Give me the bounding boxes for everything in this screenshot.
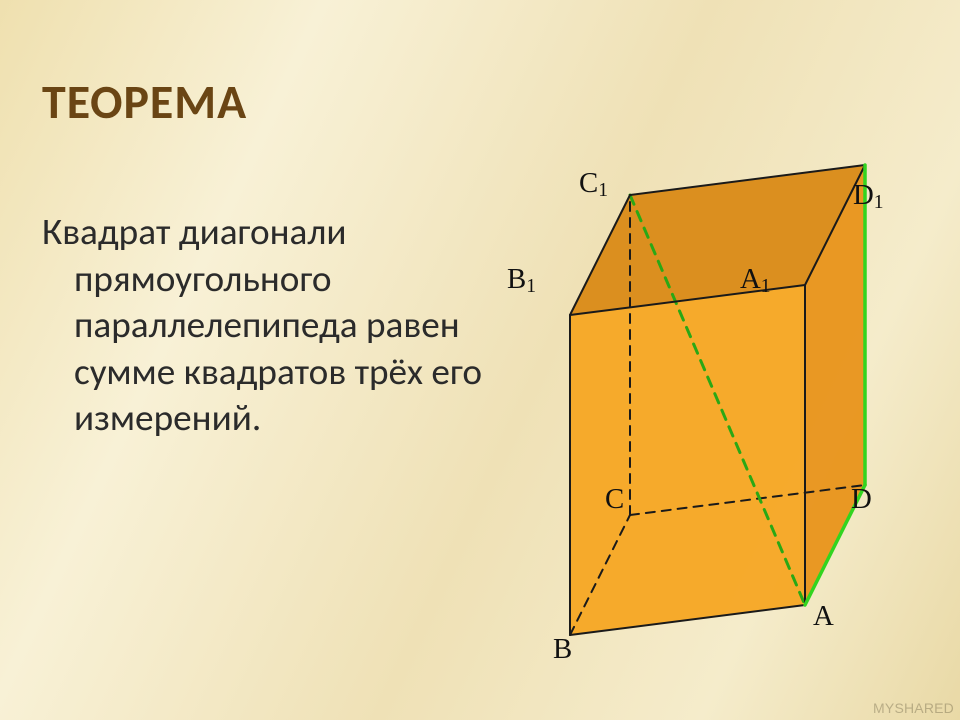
theorem-text: Квадрат диагонали прямоугольного паралле…: [42, 210, 504, 443]
vertex-label-C1: C1: [579, 167, 608, 202]
vertex-label-B: B: [553, 633, 572, 666]
slide: ТЕОРЕМА Квадрат диагонали прямоугольного…: [0, 0, 960, 720]
slide-title: ТЕОРЕМА: [42, 72, 247, 131]
vertex-label-D: D: [851, 483, 872, 516]
vertex-label-D1: D1: [853, 179, 884, 214]
vertex-label-A: A: [813, 600, 834, 633]
vertex-label-A1: A1: [740, 263, 771, 298]
parallelepiped-svg: [495, 155, 935, 675]
vertex-label-B1: B1: [507, 263, 536, 298]
vertex-label-C: C: [605, 483, 624, 516]
parallelepiped-diagram: A B C D A1 B1 C1 D1: [495, 155, 935, 675]
watermark-text: MYSHARED: [873, 700, 954, 716]
